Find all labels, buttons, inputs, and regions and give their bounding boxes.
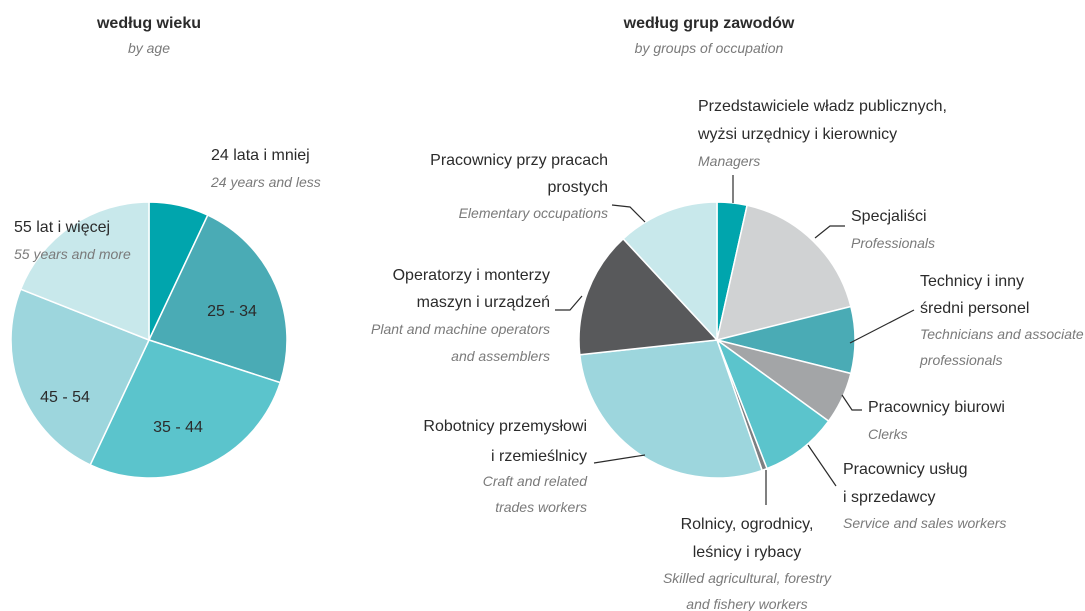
slice-label-en: Skilled agricultural, forestry [663,570,832,586]
leader-line [593,454,646,464]
slice-label: 45 - 54 [40,389,90,406]
slice-label-en: Professionals [851,235,935,251]
slice-label: 55 lat i więcej [14,219,110,236]
slice-label: maszyn i urządzeń [417,294,550,311]
slice-label: Pracownicy przy pracach [430,152,608,169]
pie-slice [10,288,151,466]
leader-line [611,204,646,223]
slice-label: wyżsi urzędnicy i kierownicy [697,126,897,143]
pie-slice [147,214,288,384]
slice-label: 24 lata i mniej [211,147,310,164]
slice-label: Przedstawiciele władz publicznych, [698,98,947,115]
slice-label-en: Technicians and associate [920,326,1084,342]
pie-slice [716,204,852,342]
leader-line [807,444,837,487]
pie-slice [715,337,830,470]
slice-label-en: Service and sales workers [843,515,1006,531]
slice-label-en: Plant and machine operators [371,321,550,337]
slice-label: i rzemieślnicy [491,448,587,465]
slice-label-en: Clerks [868,426,908,442]
slice-label-en: Craft and related [483,473,588,489]
chart-subtitle: by age [128,40,170,56]
pie-slice [622,201,718,342]
slice-label-en: Elementary occupations [459,205,608,221]
chart-title: według grup zawodów [623,15,795,32]
slice-label-en: trades workers [495,499,587,515]
chart-title: według wieku [96,15,201,32]
slice-label: Operatorzy i monterzy [393,267,550,284]
leader-line [841,394,862,411]
slice-label: Rolnicy, ogrodnicy, [681,516,814,533]
slice-label: Specjaliści [851,208,927,225]
slice-label-en: 55 years and more [14,246,131,262]
leader-line [555,295,583,311]
chart-subtitle: by groups of occupation [635,40,784,56]
slice-label-en: 24 years and less [210,174,321,190]
slice-label: Pracownicy usług [843,461,968,478]
slice-label: i sprzedawcy [843,489,935,506]
pie-slice [19,201,150,342]
slice-label: 25 - 34 [207,303,257,320]
slice-label-en: and fishery workers [686,596,807,611]
pie-slice [578,339,764,479]
slice-label-en: professionals [919,352,1003,368]
slice-label: Technicy i inny [920,273,1024,290]
slice-label: Robotnicy przemysłowi [423,418,587,435]
slice-label: prostych [548,179,608,196]
slice-label: średni personel [920,300,1029,317]
slice-label: 35 - 44 [153,419,203,436]
leader-line [814,225,845,239]
slice-label-en: Managers [698,153,760,169]
pie-slice [89,339,282,479]
slice-label: leśnicy i rybacy [693,544,801,561]
pie-slice [578,237,719,356]
slice-label: Pracownicy biurowi [868,399,1005,416]
leader-line [849,309,915,344]
slice-label-en: and assemblers [451,348,550,364]
